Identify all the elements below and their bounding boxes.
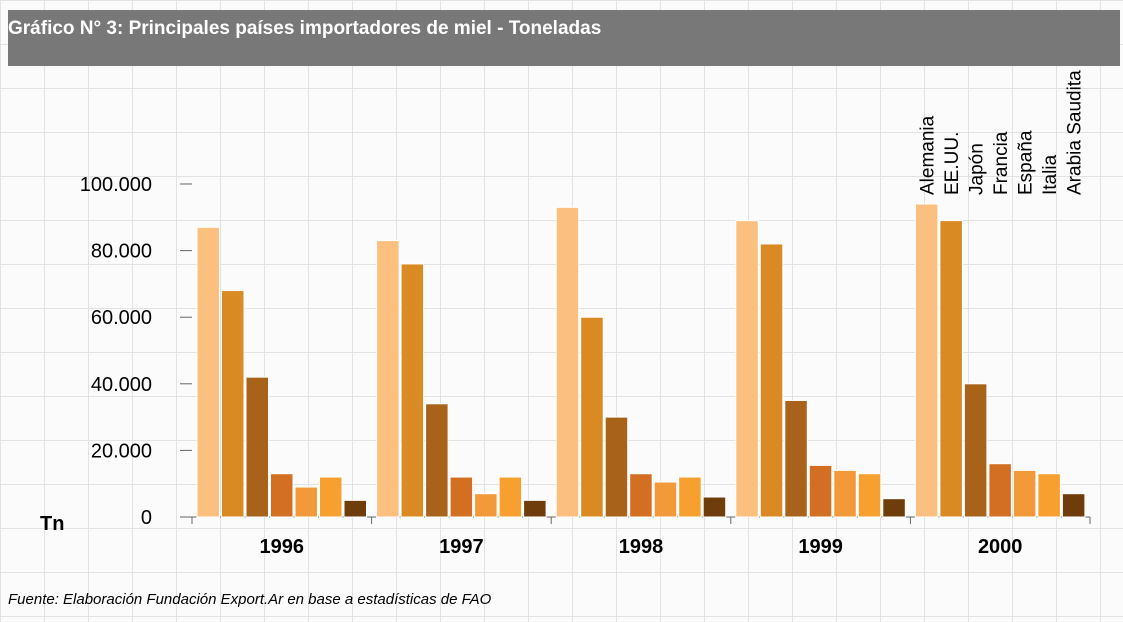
bar [449, 476, 474, 518]
bar [882, 498, 906, 518]
bar [196, 226, 220, 518]
chart-title: Gráfico N° 3: Principales países importa… [8, 10, 1120, 66]
legend-label: Italia [1040, 154, 1061, 195]
bar [939, 220, 963, 518]
bar [963, 383, 988, 518]
bar [319, 476, 343, 518]
bar [343, 499, 367, 518]
legend-label: EE.UU. [942, 132, 963, 195]
source-note: Fuente: Elaboración Fundación Export.Ar … [8, 591, 492, 608]
y-tick-label: 80.000 [91, 241, 152, 263]
bar [555, 206, 580, 518]
bar [221, 290, 245, 518]
bar [245, 376, 269, 518]
legend-label: Arabia Saudita [1065, 70, 1086, 195]
bar [498, 476, 523, 518]
bar [857, 473, 882, 518]
x-tick-label: 1998 [619, 536, 664, 558]
x-tick-label: 1997 [439, 536, 484, 558]
bar [1012, 469, 1037, 518]
x-tick-label: 2000 [978, 536, 1023, 558]
x-tick-label: 1996 [260, 536, 305, 558]
bar [523, 499, 547, 518]
bar [653, 481, 678, 518]
bar [833, 469, 857, 518]
bar [808, 464, 833, 518]
bar [474, 493, 498, 518]
bar [580, 316, 604, 518]
bar [270, 473, 294, 518]
legend-label: Alemania [918, 115, 939, 195]
legend-label: España [1016, 130, 1037, 195]
y-tick-label: 40.000 [91, 374, 152, 396]
bar [988, 463, 1012, 518]
bar [702, 496, 727, 518]
bar [1061, 493, 1086, 518]
bar [400, 263, 425, 518]
x-tick-label: 1999 [798, 536, 843, 558]
y-tick-label: 0 [141, 507, 152, 529]
bar [294, 486, 318, 518]
y-tick-label: 20.000 [91, 440, 152, 462]
legend-label: Japón [967, 143, 988, 195]
bar [784, 399, 808, 518]
bar [1037, 473, 1061, 518]
bar [629, 473, 653, 518]
bar [914, 203, 939, 518]
bar [376, 240, 400, 518]
bar [678, 476, 702, 518]
y-tick-label: 100.000 [80, 174, 152, 196]
bar [425, 403, 449, 518]
bar [604, 416, 629, 518]
y-tick-label: 60.000 [91, 307, 152, 329]
legend-label: Francia [991, 131, 1012, 195]
y-axis-label: Tn [40, 513, 64, 535]
bar [759, 243, 784, 518]
bar [735, 220, 759, 518]
